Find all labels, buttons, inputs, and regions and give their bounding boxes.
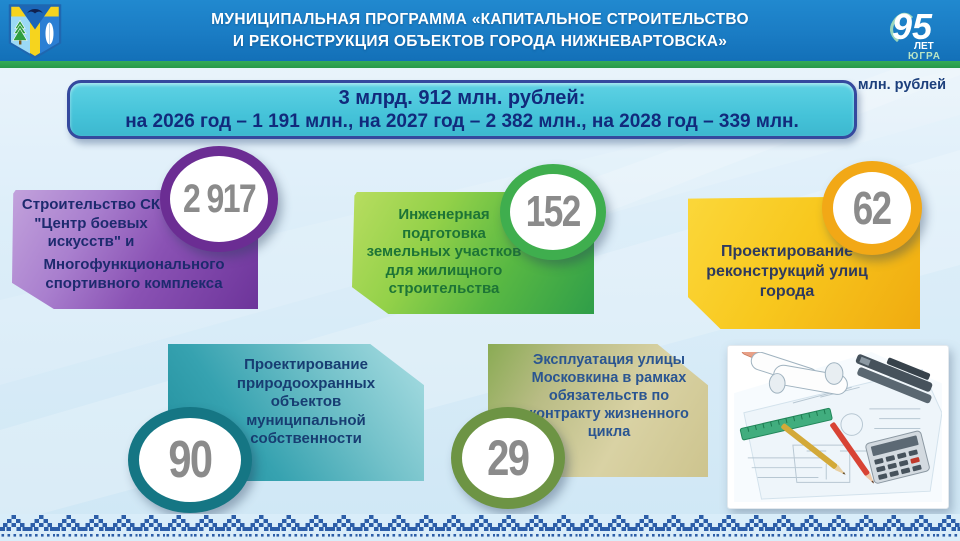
card-moskovkina-street-maintenance: Эксплуатация улицы Московкина в рамках о… [438,340,724,520]
anniversary-number: 95 [892,6,933,47]
ethnic-ornament-border [0,514,960,541]
card-sports-complex-label-top: Строительство СК "Центр боевых искусств"… [21,196,161,251]
blueprint-illustration [727,345,949,509]
svg-text:95: 95 [892,6,933,47]
card-moskovkina-street-label: Эксплуатация улицы Московкина в рамках о… [529,352,689,440]
card-environmental-design-label: Проектирование природоохранных объектов … [236,356,376,448]
value-badge-street-reconstruction: 62 [822,161,922,255]
anniversary-let: ЛЕТ [914,41,934,52]
svg-text:ЛЕТ: ЛЕТ [914,41,934,52]
anniversary-yugra: ЮГРА [908,51,941,61]
blueprint-illustration-drawing [734,352,942,502]
total-budget-box: 3 млрд. 912 млн. рублей: на 2026 год – 1… [67,80,857,139]
coat-of-arms-icon [8,4,62,59]
value-environmental-design: 90 [168,431,213,489]
total-budget-line1: 3 млрд. 912 млн. рублей: [338,86,586,109]
page-title-line2: И РЕКОНСТРУКЦИЯ ОБЪЕКТОВ ГОРОДА НИЖНЕВАР… [232,33,728,51]
card-street-reconstruction-design: Проектирование реконструкций улиц города… [678,150,954,336]
header-bar [0,0,960,61]
value-badge-environmental-design: 90 [128,407,252,513]
value-land-engineering: 152 [526,187,582,236]
value-sports-complex: 2 917 [182,176,257,221]
page-title: МУНИЦИПАЛЬНАЯ ПРОГРАММА «КАПИТАЛЬНОЕ СТР… [160,9,800,54]
svg-text:ЮГРА: ЮГРА [908,51,941,61]
value-moskovkina-street: 29 [487,430,530,486]
card-sports-complex-construction: Строительство СК "Центр боевых искусств"… [8,146,288,314]
card-environmental-design: Проектирование природоохранных объектов … [122,340,430,520]
value-badge-land-engineering: 152 [500,164,606,260]
page-title-line1: МУНИЦИПАЛЬНАЯ ПРОГРАММА «КАПИТАЛЬНОЕ СТР… [211,11,749,28]
total-budget-line2: на 2026 год – 1 191 млн., на 2027 год – … [125,110,799,132]
units-label: млн. рублей [857,77,946,93]
header-green-band [0,61,960,68]
value-badge-moskovkina-street: 29 [451,407,565,509]
card-street-reconstruction-label: Проектирование реконструкций улиц города [706,243,868,300]
card-sports-complex-label-bottom: Многофункционального спортивного комплек… [43,256,225,292]
card-land-engineering: Инженерная подготовка земельных участков… [338,150,610,322]
card-land-engineering-label: Инженерная подготовка земельных участков… [366,206,522,298]
value-badge-sports-complex: 2 917 [160,146,278,252]
yugra-95-anniversary-logo: 95 ЛЕТ ЮГРА [890,6,941,61]
value-street-reconstruction: 62 [853,182,892,234]
